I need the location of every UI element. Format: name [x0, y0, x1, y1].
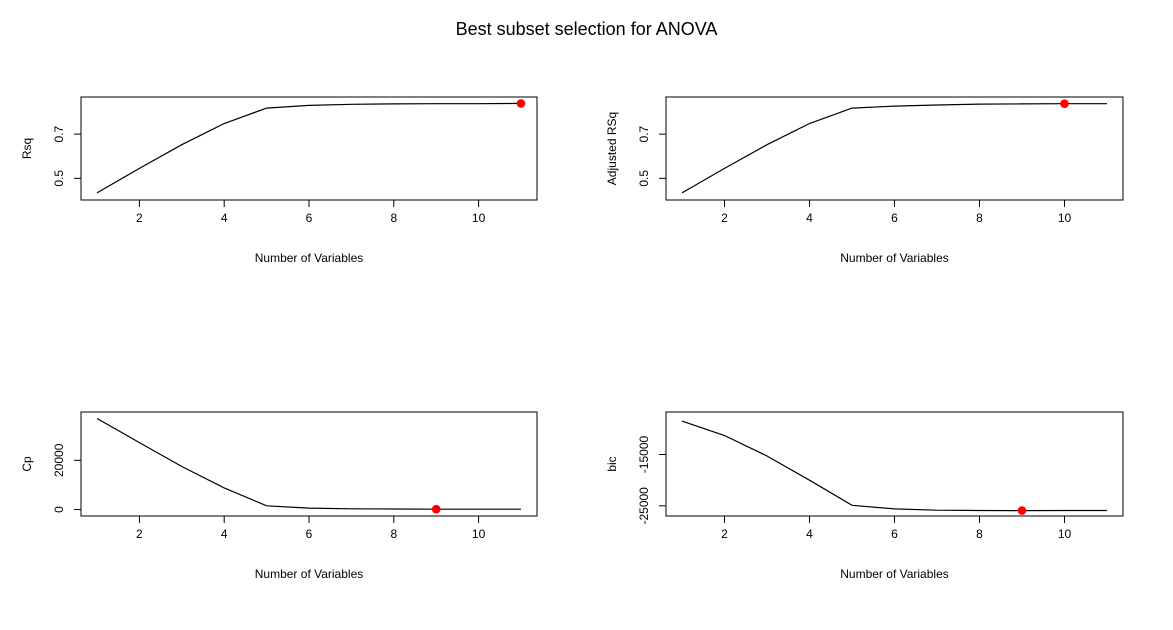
rsq-best-point [516, 99, 526, 108]
panel-bic: 2 4 6 8 10 -25000 -15000 Number of Variables bic [605, 411, 1124, 581]
rsq-series-line [96, 102, 522, 194]
bic-x-tick-label: 4 [806, 527, 813, 541]
cp-series-line [96, 417, 521, 510]
adjusted-rsq-x-tick-label: 8 [976, 211, 983, 225]
cp-plot-frame [80, 411, 538, 517]
cp-y-tick-label: 0 [52, 506, 66, 513]
cp-x-tick-label: 4 [221, 527, 228, 541]
bic-y-tick-label: -25000 [637, 487, 651, 525]
bic-x-tick-label: 10 [1058, 527, 1072, 541]
rsq-x-tick-label: 6 [306, 211, 313, 225]
bic-series-line [681, 420, 1107, 512]
cp-y-tick-label: 20000 [52, 443, 66, 477]
adjusted-rsq-y-tick-label: 0.7 [637, 125, 651, 142]
bic-plot-frame [665, 411, 1124, 517]
adjusted-rsq-x-tick-label: 2 [721, 211, 728, 225]
rsq-x-tick-label: 4 [221, 211, 228, 225]
rsq-x-tick-label: 2 [136, 211, 143, 225]
adjusted-rsq-y-axis-title: Adjusted RSq [605, 112, 619, 185]
cp-x-tick-label: 2 [136, 527, 143, 541]
adjusted-rsq-x-tick-label: 6 [891, 211, 898, 225]
rsq-x-tick-label: 8 [390, 211, 397, 225]
bic-x-axis-title: Number of Variables [840, 567, 949, 581]
adjusted-rsq-x-axis-title: Number of Variables [840, 251, 949, 265]
rsq-y-tick-label: 0.7 [52, 125, 66, 142]
bic-x-tick-label: 6 [891, 527, 898, 541]
rsq-y-axis-title: Rsq [20, 138, 34, 159]
cp-x-tick-label: 10 [472, 527, 486, 541]
adjusted-rsq-best-point [1060, 99, 1069, 108]
panel-cp: 2 4 6 8 10 0 20000 Number of Variables Cp [20, 411, 538, 581]
rsq-x-axis-title: Number of Variables [255, 251, 364, 265]
cp-x-tick-label: 6 [306, 527, 313, 541]
adjusted-rsq-x-tick-label: 10 [1058, 211, 1072, 225]
rsq-y-tick-label: 0.5 [52, 170, 66, 187]
rsq-plot-frame [80, 96, 538, 201]
bic-x-tick-label: 2 [721, 527, 728, 541]
adjusted-rsq-plot-frame [665, 96, 1124, 201]
adjusted-rsq-series-line [681, 103, 1107, 194]
rsq-x-tick-label: 10 [472, 211, 486, 225]
cp-best-point [431, 504, 441, 514]
adjusted-rsq-x-tick-label: 4 [806, 211, 813, 225]
bic-best-point [1017, 506, 1027, 515]
cp-x-axis-title: Number of Variables [255, 567, 364, 581]
cp-y-axis-title: Cp [20, 456, 34, 472]
adjusted-rsq-y-tick-label: 0.5 [637, 170, 651, 187]
bic-x-tick-label: 8 [976, 527, 983, 541]
figure-title: Best subset selection for ANOVA [455, 19, 718, 39]
cp-x-tick-label: 8 [390, 527, 397, 541]
bic-y-tick-label: -15000 [637, 435, 651, 473]
panel-rsq: 2 4 6 8 10 0.5 0.7 Number of Variables Rsq [20, 96, 538, 265]
bic-y-axis-title: bic [605, 456, 619, 471]
panel-adjusted-rsq: 2 4 6 8 10 0.5 0.7 Number of Variables Adjusted … [605, 96, 1124, 265]
